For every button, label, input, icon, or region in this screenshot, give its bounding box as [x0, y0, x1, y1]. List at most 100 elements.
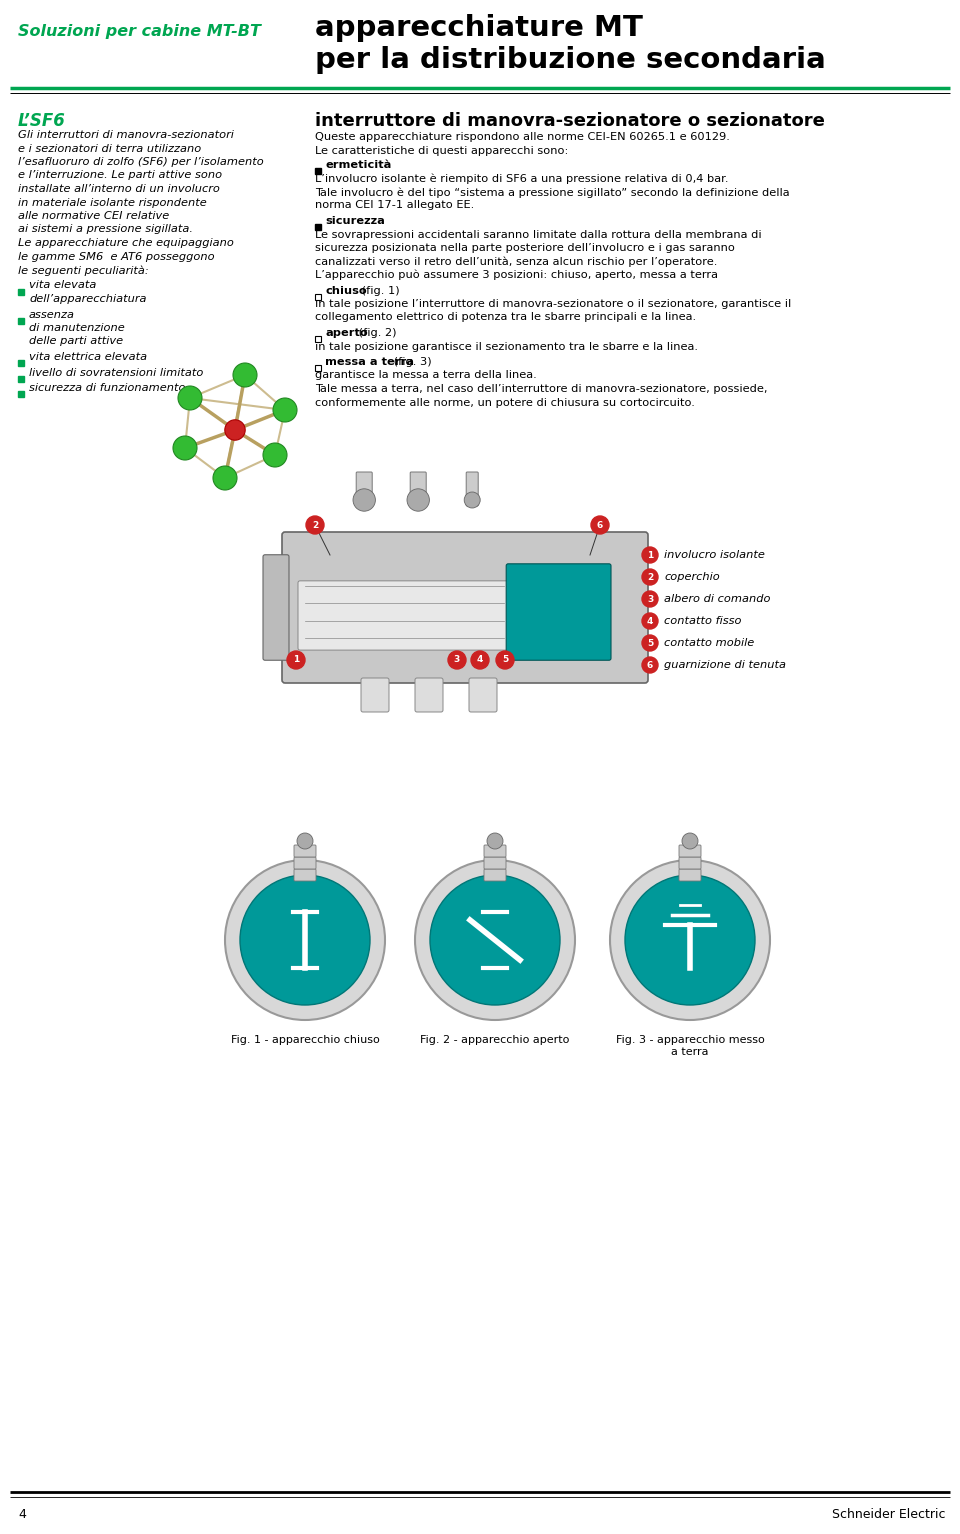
FancyBboxPatch shape [415, 678, 443, 712]
Text: ermeticità: ermeticità [325, 160, 392, 170]
Text: (fig. 2): (fig. 2) [355, 328, 396, 337]
Bar [315, 169, 321, 173]
Bar [18, 318, 24, 324]
Circle shape [225, 861, 385, 1020]
FancyBboxPatch shape [679, 868, 701, 881]
Text: 2: 2 [312, 520, 318, 529]
FancyBboxPatch shape [484, 845, 506, 858]
FancyBboxPatch shape [484, 858, 506, 868]
Text: 5: 5 [502, 655, 508, 664]
Bar [315, 224, 321, 230]
Text: (fig. 3): (fig. 3) [390, 357, 432, 367]
Circle shape [642, 569, 658, 584]
Text: 5: 5 [647, 638, 653, 647]
FancyBboxPatch shape [356, 472, 372, 506]
FancyBboxPatch shape [467, 472, 478, 506]
Bar [315, 293, 321, 299]
Text: 3: 3 [647, 595, 653, 603]
Circle shape [610, 861, 770, 1020]
Text: apparecchiature MT: apparecchiature MT [315, 14, 643, 41]
Circle shape [225, 420, 245, 440]
Bar [315, 336, 321, 342]
Text: messa a terra: messa a terra [325, 357, 414, 367]
Text: installate all’interno di un involucro: installate all’interno di un involucro [18, 184, 220, 193]
FancyBboxPatch shape [263, 555, 289, 660]
Text: alle normative CEI relative: alle normative CEI relative [18, 212, 169, 221]
Bar [18, 376, 24, 382]
Circle shape [471, 650, 489, 669]
Text: Le sovrapressioni accidentali saranno limitate dalla rottura della membrana di: Le sovrapressioni accidentali saranno li… [315, 230, 761, 239]
Text: e l’interruzione. Le parti attive sono: e l’interruzione. Le parti attive sono [18, 170, 222, 181]
Text: e i sezionatori di terra utilizzano: e i sezionatori di terra utilizzano [18, 144, 202, 153]
Text: livello di sovratensioni limitato: livello di sovratensioni limitato [29, 368, 204, 377]
Text: sicurezza posizionata nella parte posteriore dell’involucro e i gas saranno: sicurezza posizionata nella parte poster… [315, 242, 734, 253]
Text: Fig. 1 - apparecchio chiuso: Fig. 1 - apparecchio chiuso [230, 1035, 379, 1045]
Text: vita elettrica elevata: vita elettrica elevata [29, 351, 147, 362]
Text: garantisce la messa a terra della linea.: garantisce la messa a terra della linea. [315, 371, 537, 380]
Text: contatto mobile: contatto mobile [664, 638, 755, 647]
Text: aperto: aperto [325, 328, 368, 337]
Text: canalizzati verso il retro dell’unità, senza alcun rischio per l’operatore.: canalizzati verso il retro dell’unità, s… [315, 256, 717, 267]
Text: di manutenzione: di manutenzione [29, 324, 125, 333]
Circle shape [642, 591, 658, 607]
Circle shape [306, 515, 324, 534]
Text: 6: 6 [647, 661, 653, 669]
Text: Schneider Electric: Schneider Electric [831, 1508, 945, 1522]
Text: Le caratteristiche di questi apparecchi sono:: Le caratteristiche di questi apparecchi … [315, 146, 568, 155]
FancyBboxPatch shape [410, 472, 426, 506]
Circle shape [430, 874, 560, 1005]
Bar [18, 391, 24, 397]
FancyBboxPatch shape [282, 532, 648, 683]
Circle shape [213, 466, 237, 489]
Circle shape [407, 489, 429, 511]
Text: Soluzioni per cabine MT-BT: Soluzioni per cabine MT-BT [18, 25, 261, 38]
Circle shape [448, 650, 466, 669]
Text: L’involucro isolante è riempito di SF6 a una pressione relativa di 0,4 bar.: L’involucro isolante è riempito di SF6 a… [315, 173, 729, 184]
Text: 4: 4 [647, 617, 653, 626]
Text: 1: 1 [293, 655, 300, 664]
Circle shape [625, 874, 755, 1005]
Circle shape [240, 874, 370, 1005]
Text: collegamento elettrico di potenza tra le sbarre principali e la linea.: collegamento elettrico di potenza tra le… [315, 313, 696, 322]
Text: Queste apparecchiature rispondono alle norme CEI-EN 60265.1 e 60129.: Queste apparecchiature rispondono alle n… [315, 132, 730, 143]
Text: Tale involucro è del tipo “sistema a pressione sigillato” secondo la definizione: Tale involucro è del tipo “sistema a pre… [315, 187, 790, 198]
FancyBboxPatch shape [506, 565, 611, 660]
FancyBboxPatch shape [469, 678, 497, 712]
Text: Le apparecchiature che equipaggiano: Le apparecchiature che equipaggiano [18, 238, 234, 249]
Text: 2: 2 [647, 572, 653, 581]
Text: Tale messa a terra, nel caso dell’interruttore di manovra-sezionatore, possiede,: Tale messa a terra, nel caso dell’interr… [315, 384, 767, 394]
Text: guarnizione di tenuta: guarnizione di tenuta [664, 660, 786, 670]
Text: L’apparecchio può assumere 3 posizioni: chiuso, aperto, messa a terra: L’apparecchio può assumere 3 posizioni: … [315, 270, 718, 281]
Circle shape [263, 443, 287, 466]
Circle shape [642, 548, 658, 563]
Text: 4: 4 [477, 655, 483, 664]
Circle shape [415, 861, 575, 1020]
Text: sicurezza: sicurezza [325, 216, 385, 225]
Circle shape [353, 489, 375, 511]
Text: interruttore di manovra-sezionatore o sezionatore: interruttore di manovra-sezionatore o se… [315, 112, 825, 130]
Text: norma CEI 17-1 allegato EE.: norma CEI 17-1 allegato EE. [315, 201, 474, 210]
Text: l’esafluoruro di zolfo (SF6) per l’isolamento: l’esafluoruro di zolfo (SF6) per l’isola… [18, 156, 264, 167]
FancyBboxPatch shape [298, 581, 511, 650]
Text: le seguenti peculiarità:: le seguenti peculiarità: [18, 265, 149, 276]
Text: 3: 3 [454, 655, 460, 664]
Text: albero di comando: albero di comando [664, 594, 771, 604]
Text: in materiale isolante rispondente: in materiale isolante rispondente [18, 198, 206, 207]
Text: Fig. 2 - apparecchio aperto: Fig. 2 - apparecchio aperto [420, 1035, 569, 1045]
Text: 1: 1 [647, 551, 653, 560]
Text: involucro isolante: involucro isolante [664, 551, 765, 560]
Text: 6: 6 [597, 520, 603, 529]
FancyBboxPatch shape [294, 858, 316, 868]
Circle shape [682, 833, 698, 848]
Circle shape [642, 657, 658, 673]
Circle shape [287, 650, 305, 669]
Circle shape [642, 635, 658, 650]
Text: Gli interruttori di manovra-sezionatori: Gli interruttori di manovra-sezionatori [18, 130, 234, 140]
Text: ai sistemi a pressione sigillata.: ai sistemi a pressione sigillata. [18, 224, 193, 235]
Text: in tale posizione garantisce il sezionamento tra le sbarre e la linea.: in tale posizione garantisce il sezionam… [315, 342, 698, 351]
Text: per la distribuzione secondaria: per la distribuzione secondaria [315, 46, 826, 74]
Text: in tale posizione l’interruttore di manovra-sezionatore o il sezionatore, garant: in tale posizione l’interruttore di mano… [315, 299, 791, 308]
Text: coperchio: coperchio [664, 572, 720, 581]
FancyBboxPatch shape [679, 858, 701, 868]
Bar [18, 288, 24, 295]
